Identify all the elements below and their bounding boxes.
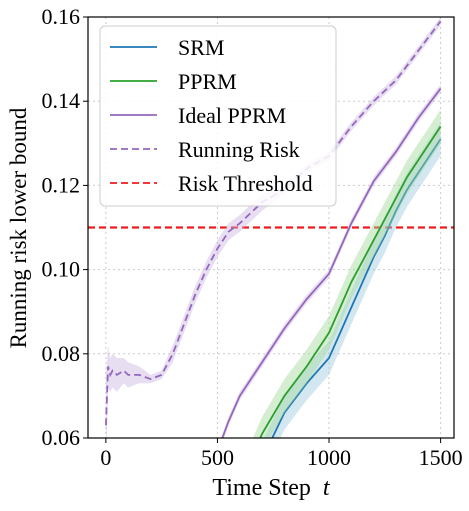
plot-area bbox=[88, 17, 454, 438]
legend-label-srm: SRM bbox=[178, 35, 224, 60]
y-tick-label: 0.08 bbox=[42, 341, 81, 366]
running-risk-line bbox=[105, 20, 442, 426]
legend-box bbox=[99, 25, 337, 207]
legend-label-ideal-pprm: Ideal PPRM bbox=[178, 103, 286, 128]
x-axis-label: Time Step t bbox=[212, 475, 330, 501]
ticks: 0 500 1000 1500 0.06 0.08 0.10 0.12 0.14 0.16 bbox=[42, 4, 463, 470]
y-tick-label: 0.14 bbox=[42, 88, 81, 113]
pprm-line bbox=[259, 126, 442, 438]
y-axis-label: Running risk lower bound bbox=[6, 107, 31, 348]
y-tick-label: 0.12 bbox=[42, 172, 81, 197]
y-tick-label: 0.06 bbox=[42, 425, 81, 450]
legend-label-pprm: PPRM bbox=[178, 69, 237, 94]
pprm-band bbox=[252, 109, 441, 438]
ideal-pprm-line bbox=[221, 88, 442, 438]
x-tick-label: 1000 bbox=[307, 445, 351, 470]
srm-band bbox=[264, 122, 441, 438]
legend-label-running-risk: Running Risk bbox=[178, 137, 300, 162]
x-tick-label: 500 bbox=[201, 445, 234, 470]
y-tick-label: 0.10 bbox=[42, 257, 81, 282]
legend-label-risk-threshold: Risk Threshold bbox=[178, 171, 313, 196]
x-tick-label: 1500 bbox=[419, 445, 463, 470]
x-axis-label-text: Time Step bbox=[212, 475, 310, 501]
legend: SRM PPRM Ideal PPRM Running Risk Risk Thresh… bbox=[99, 25, 337, 207]
axes-frame bbox=[87, 16, 455, 439]
x-axis-label-variable: t bbox=[323, 475, 331, 501]
ideal-pprm-band bbox=[220, 84, 441, 438]
x-tick-label: 0 bbox=[100, 445, 111, 470]
y-tick-label: 0.16 bbox=[42, 4, 81, 29]
running-risk-band bbox=[105, 17, 441, 438]
srm-line bbox=[271, 138, 442, 438]
